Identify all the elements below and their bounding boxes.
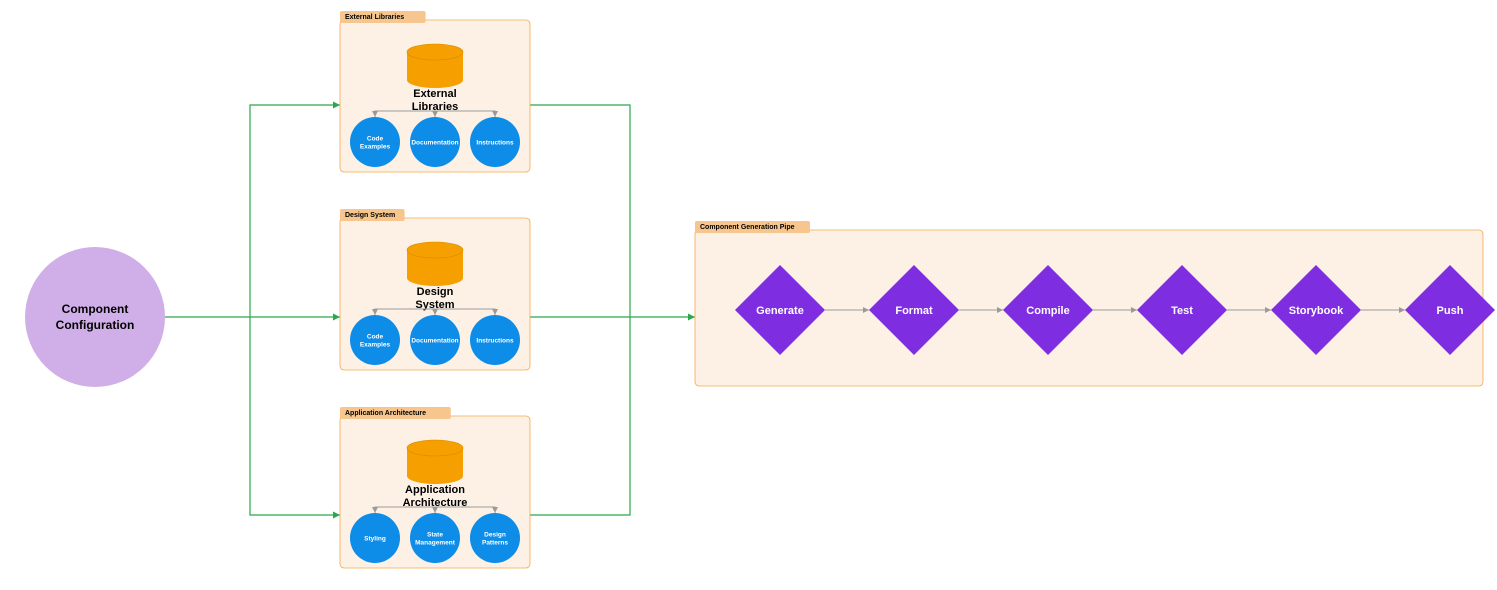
pipeline-step-label: Storybook <box>1289 305 1344 317</box>
svg-text:Management: Management <box>415 540 456 547</box>
edge-branch-out <box>530 317 630 515</box>
panel-tag: External Libraries <box>345 14 404 21</box>
pipeline-step-label: Push <box>1437 305 1464 317</box>
pipeline-panel: Component Generation Pipe Generate Format C… <box>695 221 1495 386</box>
svg-text:State: State <box>427 532 443 539</box>
svg-text:Examples: Examples <box>360 342 391 349</box>
panel-design-system: Design SystemDesignSystemCodeExamplesDoc… <box>340 209 530 370</box>
pipeline-step-label: Format <box>895 305 933 317</box>
svg-text:Design: Design <box>484 532 506 539</box>
panel-application-architecture: Application ArchitectureApplicationArchi… <box>340 407 530 568</box>
cylinder-label-l1: Application <box>405 484 465 496</box>
svg-text:Documentation: Documentation <box>411 338 458 345</box>
pipeline-step-label: Compile <box>1026 305 1069 317</box>
svg-text:Code: Code <box>367 334 384 341</box>
svg-text:Examples: Examples <box>360 144 391 151</box>
cylinder-label-l1: External <box>413 88 456 100</box>
pipeline-step-label: Test <box>1171 305 1193 317</box>
svg-text:Instructions: Instructions <box>476 338 514 345</box>
pipeline-step-label: Generate <box>756 305 804 317</box>
panel-tag: Application Architecture <box>345 410 426 417</box>
svg-text:Documentation: Documentation <box>411 140 458 147</box>
pipeline-tag: Component Generation Pipe <box>700 224 795 231</box>
panel-external-libraries: External LibrariesExternalLibrariesCodeE… <box>340 11 530 172</box>
svg-text:Patterns: Patterns <box>482 540 508 547</box>
edge-branch-in <box>250 317 340 515</box>
svg-text:Styling: Styling <box>364 536 386 543</box>
input-node-label-l2: Configuration <box>56 318 135 332</box>
edge-branch-out <box>530 105 630 317</box>
input-node <box>25 247 165 387</box>
input-node-label-l1: Component <box>62 302 129 316</box>
svg-text:Code: Code <box>367 136 384 143</box>
edge-branch-in <box>250 105 340 317</box>
panel-tag: Design System <box>345 212 395 219</box>
cylinder-label-l1: Design <box>417 286 454 298</box>
svg-text:Instructions: Instructions <box>476 140 514 147</box>
